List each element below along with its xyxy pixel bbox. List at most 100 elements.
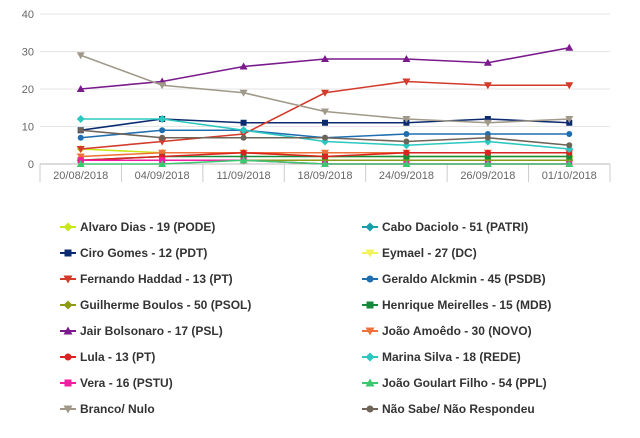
data-point-geraldo-alckmin-45-psdb[interactable] [403, 131, 410, 137]
legend-item-cabo-daciolo-51-patri[interactable]: Cabo Daciolo - 51 (PATRI) [362, 220, 528, 234]
data-point-joao-amoedo-30-novo[interactable] [321, 149, 329, 157]
data-point-jair-bolsonaro-17-psl[interactable] [483, 58, 492, 66]
legend-marker[interactable] [365, 222, 375, 232]
legend-item-marina-silva-18-rede[interactable]: Marina Silva - 18 (REDE) [362, 350, 521, 364]
data-point-ciro-gomes-12-pdt[interactable] [322, 119, 328, 126]
data-point-lula-13-pt[interactable] [403, 149, 410, 156]
data-point-marina-silva-18-rede[interactable] [158, 115, 167, 123]
legend-marker[interactable] [63, 326, 73, 335]
data-point-nao-sabe-nao-respondeu[interactable] [322, 134, 328, 141]
data-point-joao-goulart-filho-54-ppl[interactable] [158, 160, 167, 167]
series-fernando-haddad-13-pt [76, 78, 574, 153]
legend-marker[interactable] [64, 249, 72, 257]
data-point-jair-bolsonaro-17-psl[interactable] [239, 62, 248, 70]
series-nao-sabe-nao-respondeu [77, 127, 573, 149]
legend-marker[interactable] [365, 249, 375, 258]
legend-marker[interactable] [63, 405, 73, 414]
data-point-fernando-haddad-13-pt[interactable] [483, 82, 492, 90]
legend-label: Cabo Daciolo - 51 (PATRI) [382, 220, 528, 234]
data-point-branco-nulo[interactable] [321, 108, 329, 116]
legend-marker[interactable] [365, 378, 375, 387]
legend-marker[interactable] [366, 275, 374, 283]
legend-item-jair-bolsonaro-17-psl[interactable]: Jair Bolsonaro - 17 (PSL) [60, 324, 223, 338]
legend-item-eymael-27-dc[interactable]: Eymael - 27 (DC) [362, 246, 477, 260]
legend-label: Fernando Haddad - 13 (PT) [80, 272, 233, 286]
legend-item-lula-13-pt[interactable]: Lula - 13 (PT) [60, 350, 155, 364]
data-point-jair-bolsonaro-17-psl[interactable] [565, 43, 574, 51]
x-tick-label: 04/09/2018 [135, 170, 190, 182]
legend-marker[interactable] [366, 405, 374, 413]
data-point-branco-nulo[interactable] [76, 52, 85, 60]
data-point-lula-13-pt[interactable] [240, 149, 247, 156]
legend-item-geraldo-alckmin-45-psdb[interactable]: Geraldo Alckmin - 45 (PSDB) [362, 272, 546, 286]
data-point-lula-13-pt[interactable] [322, 153, 328, 160]
legend-item-ciro-gomes-12-pdt[interactable]: Ciro Gomes - 12 (PDT) [60, 246, 207, 260]
legend-item-fernando-haddad-13-pt[interactable]: Fernando Haddad - 13 (PT) [60, 272, 233, 286]
data-point-geraldo-alckmin-45-psdb[interactable] [77, 134, 84, 141]
data-point-branco-nulo[interactable] [565, 116, 574, 123]
data-point-jair-bolsonaro-17-psl[interactable] [76, 85, 85, 92]
legend-marker[interactable] [63, 275, 73, 284]
data-point-ciro-gomes-12-pdt[interactable] [240, 119, 247, 126]
data-point-fernando-haddad-13-pt[interactable] [565, 82, 574, 90]
data-point-jair-bolsonaro-17-psl[interactable] [321, 55, 329, 62]
data-point-joao-goulart-filho-54-ppl[interactable] [76, 160, 85, 167]
legend-label: Lula - 13 (PT) [80, 350, 155, 364]
data-point-branco-nulo[interactable] [158, 82, 167, 90]
legend-item-nao-sabe-nao-respondeu[interactable]: Não Sabe/ Não Respondeu [362, 402, 535, 416]
data-point-joao-amoedo-30-novo[interactable] [76, 153, 85, 161]
legend-item-alvaro-dias-19-pode[interactable]: Alvaro Dias - 19 (PODE) [60, 220, 215, 234]
legend-marker[interactable] [365, 352, 375, 362]
data-point-branco-nulo[interactable] [239, 89, 248, 97]
legend-item-branco-nulo[interactable]: Branco/ Nulo [60, 402, 155, 416]
data-point-branco-nulo[interactable] [483, 119, 492, 127]
data-point-joao-goulart-filho-54-ppl[interactable] [321, 160, 329, 167]
legend-label: Branco/ Nulo [80, 402, 155, 416]
data-point-jair-bolsonaro-17-psl[interactable] [402, 55, 411, 62]
legend-item-joao-amoedo-30-novo[interactable]: João Amoêdo - 30 (NOVO) [362, 324, 532, 338]
data-point-marina-silva-18-rede[interactable] [76, 115, 85, 123]
legend-marker[interactable] [63, 300, 73, 310]
data-point-geraldo-alckmin-45-psdb[interactable] [566, 131, 573, 137]
y-tick-label: 0 [28, 159, 34, 171]
data-point-joao-goulart-filho-54-ppl[interactable] [483, 160, 492, 167]
y-tick-label: 20 [22, 84, 34, 96]
legend-item-joao-goulart-filho-54-ppl[interactable]: João Goulart Filho - 54 (PPL) [362, 376, 547, 390]
data-point-joao-amoedo-30-novo[interactable] [158, 149, 167, 157]
data-point-nao-sabe-nao-respondeu[interactable] [240, 134, 247, 141]
legend-marker[interactable] [64, 353, 72, 361]
legend-marker[interactable] [365, 327, 375, 336]
data-point-nao-sabe-nao-respondeu[interactable] [403, 138, 410, 145]
data-point-nao-sabe-nao-respondeu[interactable] [566, 142, 573, 149]
data-point-joao-goulart-filho-54-ppl[interactable] [565, 160, 574, 167]
data-point-fernando-haddad-13-pt[interactable] [239, 131, 248, 138]
data-point-fernando-haddad-13-pt[interactable] [76, 146, 85, 153]
legend-marker[interactable] [63, 222, 73, 232]
legend-label: Não Sabe/ Não Respondeu [382, 402, 535, 416]
data-point-fernando-haddad-13-pt[interactable] [402, 78, 411, 86]
x-tick-label: 01/10/2018 [542, 170, 597, 182]
data-point-nao-sabe-nao-respondeu[interactable] [159, 134, 166, 141]
legend-item-guilherme-boulos-50-psol[interactable]: Guilherme Boulos - 50 (PSOL) [60, 298, 251, 312]
series-joao-goulart-filho-54-ppl [76, 156, 574, 167]
data-point-nao-sabe-nao-respondeu[interactable] [77, 127, 84, 134]
data-point-joao-goulart-filho-54-ppl[interactable] [402, 160, 411, 167]
data-point-ciro-gomes-12-pdt[interactable] [484, 116, 491, 122]
data-point-joao-goulart-filho-54-ppl[interactable] [239, 156, 248, 164]
legend-item-vera-16-pstu[interactable]: Vera - 16 (PSTU) [60, 376, 173, 390]
data-point-marina-silva-18-rede[interactable] [239, 126, 248, 135]
y-tick-label: 30 [22, 47, 34, 59]
legend-marker[interactable] [64, 379, 72, 387]
data-point-nao-sabe-nao-respondeu[interactable] [484, 134, 491, 141]
data-point-lula-13-pt[interactable] [484, 149, 491, 156]
data-point-branco-nulo[interactable] [402, 116, 411, 123]
data-point-fernando-haddad-13-pt[interactable] [321, 89, 329, 97]
legend-item-henrique-meirelles-15-mdb[interactable]: Henrique Meirelles - 15 (MDB) [362, 298, 551, 312]
data-point-fernando-haddad-13-pt[interactable] [158, 138, 167, 146]
legend-marker[interactable] [366, 301, 374, 309]
x-tick-label: 18/09/2018 [297, 170, 352, 182]
data-point-geraldo-alckmin-45-psdb[interactable] [159, 127, 166, 134]
x-tick-label: 24/09/2018 [379, 170, 434, 182]
